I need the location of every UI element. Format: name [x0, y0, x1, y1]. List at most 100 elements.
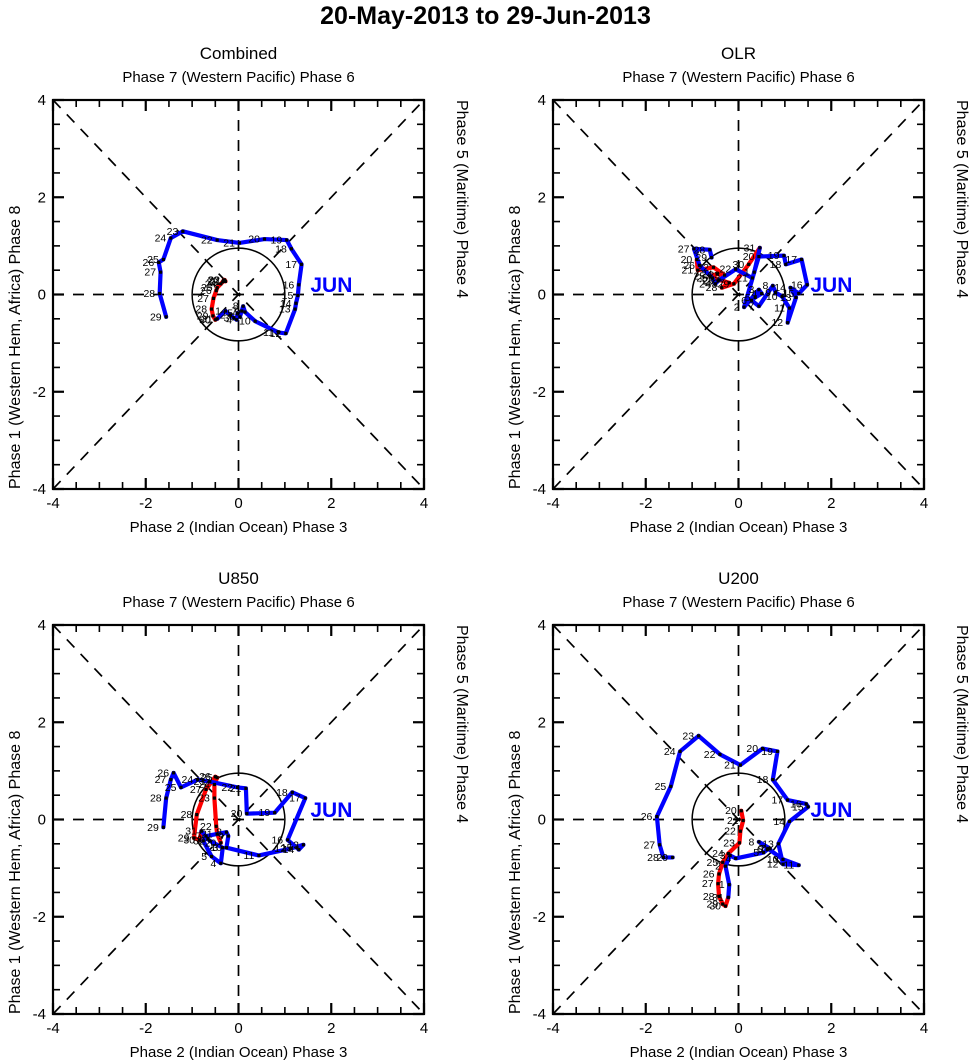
day-marker — [734, 267, 738, 271]
day-label-earlier: 23 — [708, 270, 720, 282]
day-label-recent: 11 — [243, 850, 254, 862]
trajectory-bridge — [199, 829, 210, 842]
panel-title: OLR — [721, 44, 756, 63]
day-label-recent: 19 — [761, 746, 773, 758]
x-tick-label: 0 — [234, 1020, 242, 1037]
day-label-recent: 5 — [745, 292, 751, 304]
day-marker — [179, 785, 183, 790]
day-label-recent: 18 — [770, 259, 782, 271]
day-label-recent: 21 — [736, 272, 748, 284]
day-marker — [738, 829, 742, 833]
day-label-recent: 14 — [774, 282, 786, 294]
trajectory-recent — [654, 733, 811, 887]
day-label-recent: 26 — [641, 811, 653, 823]
day-marker — [716, 279, 720, 283]
day-marker — [717, 872, 721, 876]
y-tick-label: -2 — [533, 909, 546, 926]
day-label-recent: 8 — [216, 827, 222, 839]
day-label-recent: 6 — [741, 295, 747, 307]
day-label-recent: 6 — [193, 835, 199, 847]
day-marker — [726, 895, 730, 899]
diagonal-divider — [52, 99, 425, 490]
day-marker — [224, 846, 229, 850]
day-marker — [782, 254, 786, 258]
day-label-earlier: 24 — [712, 848, 724, 860]
day-marker — [717, 278, 721, 282]
day-marker — [771, 778, 775, 782]
day-label-recent: 4 — [211, 858, 217, 870]
y-tick-label: 4 — [38, 617, 46, 634]
day-marker — [181, 229, 185, 233]
day-label-recent: 22 — [720, 264, 732, 276]
x-tick-label: 0 — [234, 495, 242, 512]
day-label-recent: 23 — [702, 275, 714, 287]
day-marker — [758, 246, 762, 250]
day-marker — [723, 864, 728, 868]
day-marker — [212, 782, 216, 787]
day-marker — [768, 847, 772, 851]
day-label-recent: 24 — [155, 233, 167, 245]
day-marker — [726, 851, 730, 856]
panel-title: Combined — [199, 44, 278, 63]
day-marker — [158, 270, 163, 274]
day-marker — [204, 834, 208, 838]
day-label-recent: 29 — [150, 311, 162, 323]
diagonal-divider — [52, 99, 425, 490]
day-label-earlier: 24 — [205, 278, 217, 290]
day-label-recent: 7 — [760, 843, 766, 855]
day-label-recent: 13 — [287, 839, 299, 851]
day-marker — [171, 771, 176, 775]
day-label-earlier: 29 — [178, 832, 190, 844]
day-marker — [752, 270, 756, 274]
day-marker — [750, 276, 755, 280]
day-label-recent: 11 — [774, 303, 785, 315]
day-marker — [192, 836, 196, 840]
day-marker — [211, 296, 216, 300]
day-label-recent: 11 — [263, 327, 274, 339]
day-label-recent: 6 — [757, 844, 763, 856]
day-label-recent: 12 — [274, 843, 286, 855]
day-marker — [715, 272, 719, 276]
axis-label-top: Phase 7 (Western Pacific) Phase 6 — [122, 69, 355, 86]
day-marker — [766, 847, 770, 851]
day-label-earlier: 25 — [707, 857, 719, 869]
day-label-recent: 19 — [768, 250, 780, 262]
day-label-earlier: 31 — [712, 892, 724, 904]
day-marker — [786, 321, 790, 325]
axis-label-right: Phase 5 (Maritime) Phase 4 — [453, 100, 470, 299]
day-marker — [214, 824, 218, 828]
day-label-recent: 10 — [766, 291, 778, 303]
axis-label-right: Phase 5 (Maritime) Phase 4 — [953, 100, 970, 299]
day-label-recent: 13 — [762, 838, 774, 850]
day-marker — [787, 306, 792, 310]
axis-frame — [551, 98, 926, 491]
day-label-earlier: 27 — [713, 277, 725, 289]
day-label-recent: 8 — [233, 301, 239, 313]
day-marker — [739, 809, 743, 813]
day-marker — [211, 314, 215, 318]
day-label-recent: 17 — [785, 254, 797, 266]
day-marker — [219, 282, 223, 286]
day-marker — [301, 843, 306, 847]
trajectory-recent — [156, 229, 304, 336]
day-marker — [776, 842, 780, 846]
day-marker — [732, 282, 736, 286]
day-marker — [221, 280, 225, 284]
trajectory-recent — [691, 246, 810, 325]
x-tick-label: -4 — [46, 495, 59, 512]
trajectory-bridge — [752, 245, 762, 275]
day-marker — [717, 894, 721, 898]
unit-circle — [191, 247, 286, 342]
day-marker — [244, 786, 248, 790]
day-label-recent: 24 — [182, 774, 194, 786]
day-marker — [157, 260, 161, 265]
day-label-recent: 3 — [212, 842, 218, 854]
diagonal-divider — [52, 624, 425, 1015]
day-label-earlier: 28 — [706, 282, 718, 294]
day-marker — [671, 855, 675, 860]
plot-area: -4-4-2-200224420212223242526272829303112… — [533, 617, 929, 1037]
day-marker — [708, 274, 712, 278]
day-label-earlier: 28 — [195, 304, 207, 316]
